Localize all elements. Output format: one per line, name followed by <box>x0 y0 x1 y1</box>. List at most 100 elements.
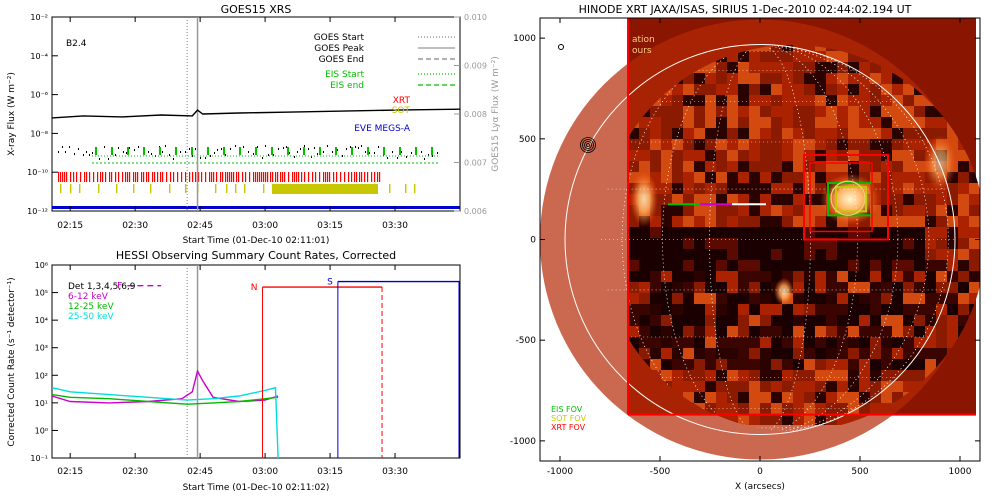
xrt-pixel <box>793 282 804 293</box>
xrt-pixel <box>661 348 672 359</box>
xrt-pixel <box>650 326 661 337</box>
xrt-pixel <box>848 359 859 370</box>
xrt-marker <box>359 172 361 182</box>
xrt-pixel <box>848 117 859 128</box>
xrt-pixel <box>859 315 870 326</box>
xrt-pixel <box>870 172 881 183</box>
xrt-pixel <box>760 117 771 128</box>
xrt-pixel <box>782 95 793 106</box>
xrt-pixel <box>914 194 925 205</box>
xrt-pixel <box>683 128 694 139</box>
goes-x-axis: 02:15 02:30 02:45 03:00 03:15 03:30 <box>57 17 408 231</box>
hessi-y-tick-label: 10³ <box>35 344 48 353</box>
xrt-pixel <box>903 227 914 238</box>
xrt-marker <box>122 172 124 182</box>
xrt-pixel <box>892 282 903 293</box>
xrt-pixel <box>804 282 815 293</box>
goes-scatter-dot <box>283 147 284 149</box>
xrt-marker <box>111 172 113 182</box>
xrt-pixel <box>892 370 903 381</box>
xrt-pixel <box>672 282 683 293</box>
xrt-pixel <box>683 271 694 282</box>
goes-x-tick-label: 02:30 <box>122 221 148 231</box>
xrt-pixel <box>969 293 980 304</box>
xrt-pixel <box>727 117 738 128</box>
goes-scatter-dot <box>210 155 211 157</box>
xrt-pixel <box>716 216 727 227</box>
xrt-pixel <box>694 304 705 315</box>
xrt-pixel <box>958 315 969 326</box>
xrt-pixel <box>859 359 870 370</box>
xrt-pixel <box>903 359 914 370</box>
xrt-marker <box>211 172 213 182</box>
xrt-marker <box>198 172 200 182</box>
xrt-pixel <box>760 282 771 293</box>
xrt-marker <box>333 172 335 182</box>
xrt-marker <box>160 172 162 182</box>
xrt-pixel <box>694 359 705 370</box>
goes-x-tick-label: 03:30 <box>382 221 408 231</box>
xrt-pixel <box>705 348 716 359</box>
goes-legend-label: EIS Start <box>325 70 364 80</box>
xrt-pixel <box>914 304 925 315</box>
xrt-marker <box>143 172 145 182</box>
xrt-pixel <box>683 249 694 260</box>
xrt-pixel <box>958 293 969 304</box>
xrt-pixel <box>815 337 826 348</box>
xrt-pixel <box>936 337 947 348</box>
xrt-marker <box>329 172 331 182</box>
xrt-pixel <box>859 139 870 150</box>
xrt-pixel <box>760 227 771 238</box>
xrt-pixel <box>925 293 936 304</box>
xrt-pixel <box>870 62 881 73</box>
xrt-pixel <box>782 150 793 161</box>
goes-scatter-dot <box>358 147 359 149</box>
xrt-pixel <box>738 227 749 238</box>
xrt-pixel <box>738 271 749 282</box>
xrt-pixel <box>859 238 870 249</box>
xrt-pixel <box>881 227 892 238</box>
xrt-pixel <box>650 271 661 282</box>
xrt-pixel <box>672 117 683 128</box>
xrt-pixel <box>903 172 914 183</box>
goes-scatter-dot <box>225 154 226 156</box>
xrt-marker <box>222 172 224 182</box>
xrt-marker <box>270 172 272 182</box>
xrt-pixel <box>793 139 804 150</box>
xrt-pixel <box>815 73 826 84</box>
xrt-pixel <box>683 293 694 304</box>
xrt-pixel <box>650 139 661 150</box>
xrt-pixel <box>782 73 793 84</box>
xrt-pixel <box>771 172 782 183</box>
hessi-legend-label: 25-50 keV <box>68 312 114 322</box>
xrt-pixel <box>705 62 716 73</box>
xrt-pixel <box>727 414 738 425</box>
xrt-pixel <box>749 370 760 381</box>
xrt-pixel <box>947 315 958 326</box>
xrt-pixel <box>815 381 826 392</box>
xrt-pixel <box>716 227 727 238</box>
xrt-pixel <box>705 73 716 84</box>
xrt-pixel <box>716 62 727 73</box>
xrt-pixel <box>771 150 782 161</box>
xrt-pixel <box>914 128 925 139</box>
xrt-pixel <box>771 45 782 51</box>
xrt-marker <box>315 172 317 182</box>
xrt-pixel <box>903 238 914 249</box>
xrt-grid-longitude <box>600 45 930 431</box>
xrt-pixel <box>903 271 914 282</box>
xrt-pixel <box>771 304 782 315</box>
xrt-pixel <box>782 205 793 216</box>
xrt-pixel <box>826 381 837 392</box>
xrt-pixel <box>914 106 925 117</box>
xrt-pixel <box>760 249 771 260</box>
xrt-pixel <box>936 117 947 128</box>
xrt-pixel <box>793 326 804 337</box>
xrt-marker <box>86 172 88 182</box>
xrt-pixel <box>760 392 771 403</box>
goes-y-tick-label: 10⁻¹⁰ <box>27 168 48 177</box>
goes-scatter-dot <box>235 145 236 147</box>
hessi-flag-label: N <box>251 283 258 293</box>
xrt-pixel <box>815 106 826 117</box>
